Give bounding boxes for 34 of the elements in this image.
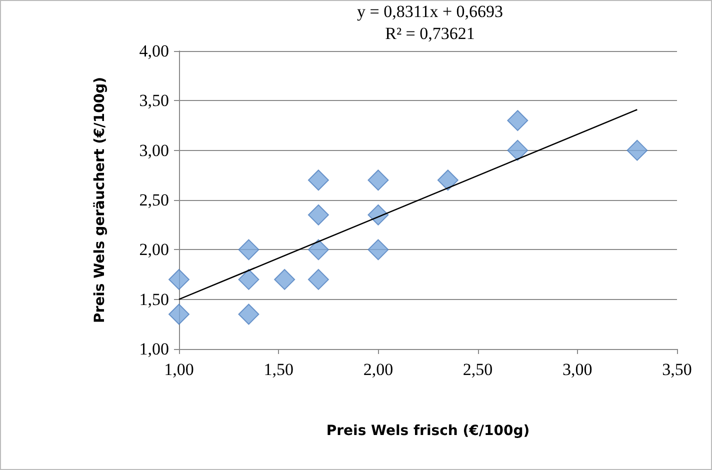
point <box>308 239 329 260</box>
x-tick-label: 3,50 <box>662 360 692 379</box>
point <box>437 170 458 191</box>
point <box>626 140 648 161</box>
x-tick-label: 2,00 <box>363 360 394 379</box>
point <box>238 239 260 260</box>
point <box>274 268 296 290</box>
text: R² = 0,73621 <box>385 24 475 43</box>
point <box>308 204 329 226</box>
y-tick-label: 4,00 <box>139 42 169 60</box>
point <box>168 268 190 290</box>
point <box>507 140 528 161</box>
y-tick-label: 1,00 <box>139 340 169 358</box>
x-tick-label: 1,50 <box>264 360 294 379</box>
y-tick-label: 3,50 <box>139 91 169 110</box>
x-axis-title: Preis Wels frisch (€/100g) <box>326 423 530 439</box>
point <box>308 170 329 191</box>
y-tick-label: 1,50 <box>139 290 169 309</box>
x-tick-label: 2,50 <box>462 360 493 379</box>
y-tick-label: 3,00 <box>139 140 169 160</box>
y-tick-label: 2,50 <box>139 190 169 210</box>
point <box>368 170 389 191</box>
point <box>507 110 528 132</box>
y-axis-title: Preis Wels geräuchert (€/100g) <box>92 76 108 324</box>
text: y = 0,8311x + 0,6693 <box>356 2 504 21</box>
point <box>368 239 389 260</box>
y-tick-label: 2,00 <box>139 240 169 260</box>
point <box>368 204 389 226</box>
x-tick-label: 3,00 <box>562 360 592 379</box>
point <box>238 268 260 290</box>
point <box>238 304 260 325</box>
point <box>308 268 329 290</box>
point <box>168 304 190 325</box>
x-tick-label: 1,00 <box>164 360 194 379</box>
